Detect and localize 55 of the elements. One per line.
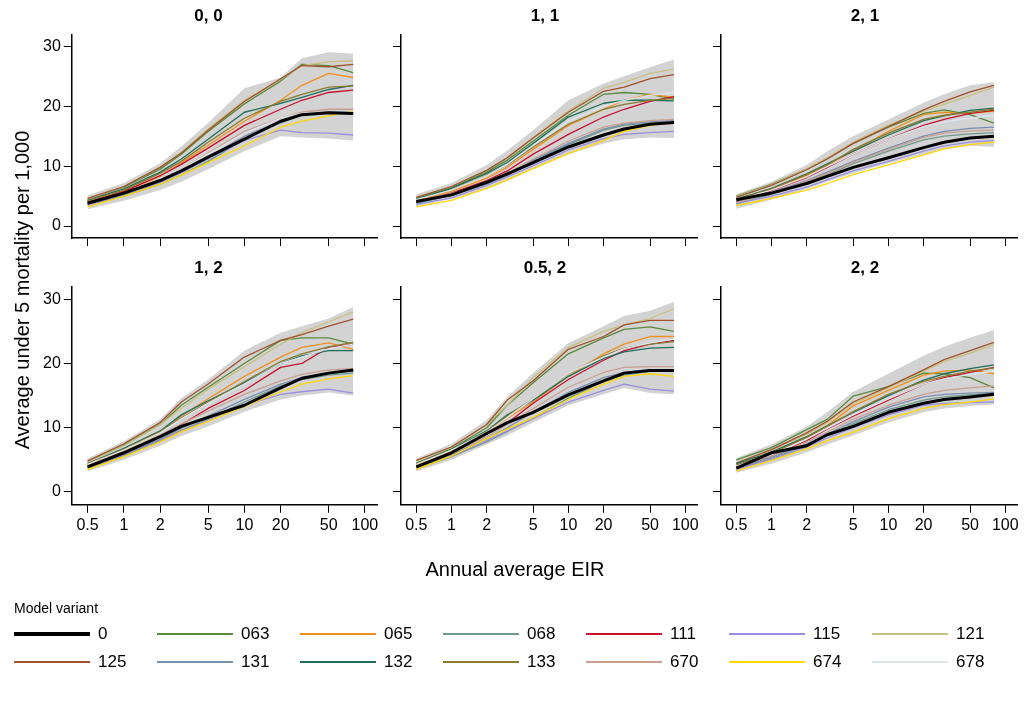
x-tick-label: 2	[482, 515, 492, 533]
x-tick-label: 0.5	[76, 515, 99, 533]
y-tick-label: 30	[43, 289, 61, 307]
legend-label: 111	[670, 624, 696, 644]
chart-title: 1, 1	[530, 5, 560, 25]
legend-label: 065	[384, 624, 413, 644]
x-tick-label: 5	[203, 515, 213, 533]
legend-label: 674	[813, 652, 842, 672]
legend-label: 0	[98, 624, 108, 644]
x-tick-label: 2	[802, 515, 812, 533]
x-tick-label: 1	[767, 515, 777, 533]
legend-label: 133	[527, 652, 556, 672]
y-tick-label: 20	[43, 353, 61, 371]
chart-title: 0.5, 2	[523, 257, 567, 277]
legend-label: 125	[98, 652, 127, 672]
x-tick-label: 1	[119, 515, 129, 533]
chart-title: 1, 2	[194, 257, 223, 277]
x-axis-title: Annual average EIR	[424, 558, 606, 581]
x-tick-label: 20	[271, 515, 290, 533]
legend-label: 121	[956, 624, 985, 644]
x-tick-label: 20	[914, 515, 933, 533]
y-tick-label: 0	[51, 216, 61, 234]
x-tick-label: 0.5	[405, 515, 428, 533]
x-tick-label: 100	[671, 515, 699, 533]
y-tick-label: 10	[43, 156, 61, 174]
x-tick-label: 100	[351, 515, 379, 533]
x-tick-label: 50	[641, 515, 660, 533]
chart-title: 2, 2	[850, 257, 880, 277]
x-tick-label: 50	[319, 515, 338, 533]
chart-title: 2, 1	[850, 5, 880, 25]
y-axis-title: Average under 5 mortality per 1,000	[10, 130, 34, 450]
x-tick-label: 50	[961, 515, 980, 533]
x-tick-label: 10	[559, 515, 578, 533]
x-tick-label: 1	[447, 515, 457, 533]
y-tick-label: 30	[43, 36, 61, 54]
legend-label: 068	[527, 624, 556, 644]
x-tick-label: 5	[848, 515, 858, 533]
legend-label: 063	[241, 624, 270, 644]
legend-label: 132	[384, 652, 413, 672]
legend-label: 678	[956, 652, 985, 672]
x-tick-label: 20	[594, 515, 613, 533]
legend-label: 131	[241, 652, 270, 672]
legend-label: 670	[670, 652, 699, 672]
x-tick-label: 2	[155, 515, 165, 533]
legend-title: Model variant	[14, 600, 100, 616]
x-tick-label: 5	[528, 515, 538, 533]
x-tick-label: 100	[991, 515, 1019, 533]
y-tick-label: 10	[43, 418, 61, 436]
legend-label: 115	[813, 624, 841, 644]
x-tick-label: 10	[879, 515, 898, 533]
y-tick-label: 20	[43, 96, 61, 114]
x-tick-label: 10	[235, 515, 254, 533]
chart-title: 0, 0	[194, 5, 223, 25]
x-tick-label: 0.5	[725, 515, 748, 533]
y-tick-label: 0	[51, 482, 61, 500]
